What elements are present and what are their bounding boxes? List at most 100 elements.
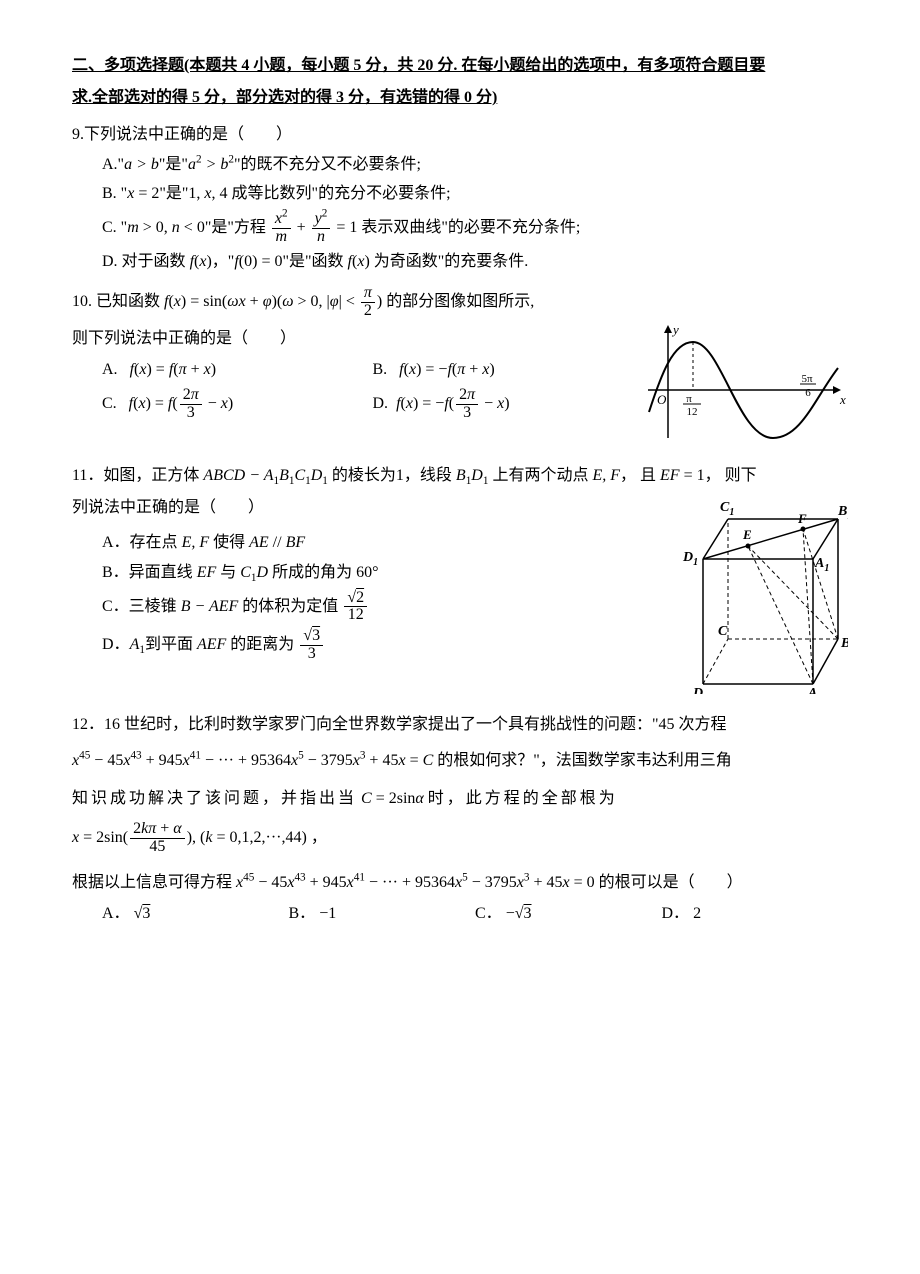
q10a-label: A. bbox=[102, 361, 118, 378]
q10-option-d: D. f(x) = −f(2π3 − x) bbox=[373, 387, 644, 422]
svg-text:5π: 5π bbox=[801, 373, 813, 385]
svg-text:O: O bbox=[657, 392, 667, 407]
svg-text:C: C bbox=[718, 624, 728, 639]
q12-eq2: x = 2sin(2kπ + α45), (k = 0,1,2,···,44) … bbox=[72, 821, 848, 856]
q12-option-a: A． √3 bbox=[102, 901, 289, 927]
q9d-mid3: 为奇函数"的充要条件. bbox=[374, 253, 529, 270]
q11-mid2: ，线段 bbox=[404, 467, 452, 484]
q10c-label: C. bbox=[102, 395, 117, 412]
q11-line2: 列说法中正确的是（ ） bbox=[72, 495, 638, 521]
q9-option-c: C. "m > 0, n < 0"是"方程 x2m + y2n = 1 表示双曲… bbox=[102, 211, 848, 246]
q9-stem: 9.下列说法中正确的是（ ） bbox=[72, 122, 848, 148]
q11-option-a: A．存在点 E, F 使得 AE // BF bbox=[102, 530, 638, 556]
q11d-post: 的距离为 bbox=[230, 636, 294, 653]
q11-stem: 11．如图，正方体 ABCD − A1B1C1D1 的棱长为1，线段 B1D1 … bbox=[72, 463, 848, 489]
q12-stem5: 根据以上信息可得方程 x45 − 45x43 + 945x41 − ··· + … bbox=[72, 870, 848, 896]
q9d-pre: D. 对于函数 bbox=[102, 253, 186, 270]
q9a-pre: A." bbox=[102, 156, 124, 173]
q12-options: A． √3 B． −1 C． −√3 D． 2 bbox=[102, 901, 848, 927]
q10-stem: 10. 已知函数 f(x) = sin(ωx + φ)(ω > 0, |φ| <… bbox=[72, 285, 848, 320]
q12-stem2-post: 的根如何求？"，法国数学家韦达利用三角 bbox=[437, 752, 732, 769]
svg-text:F: F bbox=[797, 511, 807, 526]
q12-option-d: D． 2 bbox=[662, 901, 849, 927]
svg-text:C1: C1 bbox=[720, 500, 734, 518]
q12-stem5-post: 的根可以是（ ） bbox=[599, 874, 743, 891]
q11-mid1: 的棱长为 bbox=[332, 467, 396, 484]
q12a-label: A． bbox=[102, 905, 130, 922]
q9d-mid1: ，" bbox=[212, 253, 235, 270]
q12d-label: D． bbox=[662, 905, 690, 922]
q11d-mid: 到平面 bbox=[145, 636, 193, 653]
svg-text:D: D bbox=[692, 686, 703, 694]
q11-mid3: 上有两个动点 bbox=[492, 467, 588, 484]
q12-stem3-post: 时，此方程的全部根为 bbox=[428, 790, 618, 807]
q9c-mid2: 表示双曲线"的必要不充分条件; bbox=[361, 219, 580, 236]
svg-text:E: E bbox=[742, 527, 752, 542]
svg-text:x: x bbox=[839, 392, 846, 407]
q10d-label: D. bbox=[373, 395, 389, 412]
q11-pre: 11．如图，正方体 bbox=[72, 467, 199, 484]
q11-option-c: C．三棱锥 B − AEF 的体积为定值 √212 bbox=[102, 590, 638, 625]
q12-option-c: C． −√3 bbox=[475, 901, 662, 927]
svg-text:D1: D1 bbox=[682, 550, 698, 568]
q10-stem-pre: 10. 已知函数 bbox=[72, 293, 160, 310]
svg-text:12: 12 bbox=[687, 406, 698, 418]
q9a-mid: "是" bbox=[159, 156, 188, 173]
q10b-label: B. bbox=[373, 361, 388, 378]
q11b-mid: 与 bbox=[220, 564, 236, 581]
q12-stem5-pre: 根据以上信息可得方程 bbox=[72, 874, 232, 891]
svg-text:6: 6 bbox=[805, 387, 811, 399]
q9b-pre: B. " bbox=[102, 185, 127, 202]
q9-option-d: D. 对于函数 f(x)，"f(0) = 0"是"函数 f(x) 为奇函数"的充… bbox=[102, 249, 848, 275]
q11b-pre: B．异面直线 bbox=[102, 564, 193, 581]
q9-option-a: A."a > b"是"a2 > b2"的既不充分又不必要条件; bbox=[102, 152, 848, 178]
question-12: 12．16 世纪时，比利时数学家罗门向全世界数学家提出了一个具有挑战性的问题："… bbox=[72, 712, 848, 927]
q10-line2: 则下列说法中正确的是（ ） bbox=[72, 326, 643, 352]
q11-post: ， 则下 bbox=[705, 467, 757, 484]
q11a-pre: A．存在点 bbox=[102, 534, 178, 551]
q11-option-d: D．A1到平面 AEF 的距离为 √33 bbox=[102, 628, 638, 663]
q12-stem3: 知识成功解决了该问题，并指出当 C = 2sinα 时，此方程的全部根为 bbox=[72, 786, 848, 812]
q12-stem3-pre: 知识成功解决了该问题，并指出当 bbox=[72, 790, 357, 807]
q10-option-c: C. f(x) = f(2π3 − x) bbox=[102, 387, 373, 422]
q12b-label: B． bbox=[289, 905, 316, 922]
q11c-mid: 的体积为定值 bbox=[242, 598, 338, 615]
q9a-post: "的既不充分又不必要条件; bbox=[234, 156, 421, 173]
q10-figure: O x y π 12 5π 6 bbox=[643, 320, 848, 454]
q12c-val: 3 bbox=[524, 905, 532, 922]
question-10: 10. 已知函数 f(x) = sin(ωx + φ)(ω > 0, |φ| <… bbox=[72, 285, 848, 453]
q12a-val: 3 bbox=[142, 905, 150, 922]
q11-option-b: B．异面直线 EF 与 C1D 所成的角为 60° bbox=[102, 560, 638, 586]
question-9: 9.下列说法中正确的是（ ） A."a > b"是"a2 > b2"的既不充分又… bbox=[72, 122, 848, 275]
q11-figure: A B C D A1 B1 C1 D1 E F bbox=[648, 489, 848, 703]
q10-row-ab: A. f(x) = f(π + x) B. f(x) = −f(π + x) bbox=[102, 357, 643, 383]
q9-option-b: B. "x = 2"是"1, x, 4 成等比数列"的充分不必要条件; bbox=[102, 181, 848, 207]
q12d-val: 2 bbox=[693, 905, 701, 922]
q10-option-b: B. f(x) = −f(π + x) bbox=[373, 357, 644, 383]
q12-option-b: B． −1 bbox=[289, 901, 476, 927]
q11-mid4: ， 且 bbox=[620, 467, 656, 484]
q9b-mid: "是" bbox=[159, 185, 188, 202]
svg-text:A: A bbox=[807, 686, 817, 694]
q9b-mid2: 成等比数列"的充分不必要条件; bbox=[232, 185, 451, 202]
q12-stem1: 12．16 世纪时，比利时数学家罗门向全世界数学家提出了一个具有挑战性的问题："… bbox=[72, 712, 848, 738]
section-line1: 二、多项选择题(本题共 4 小题，每小题 5 分，共 20 分. 在每小题给出的… bbox=[72, 57, 765, 74]
q11d-pre: D． bbox=[102, 636, 130, 653]
svg-text:B: B bbox=[840, 636, 848, 651]
q9c-pre: C. " bbox=[102, 219, 127, 236]
question-11: 11．如图，正方体 ABCD − A1B1C1D1 的棱长为1，线段 B1D1 … bbox=[72, 463, 848, 702]
q9d-mid2: "是"函数 bbox=[282, 253, 343, 270]
svg-text:π: π bbox=[686, 393, 692, 405]
q12b-val: −1 bbox=[319, 905, 336, 922]
section-heading: 二、多项选择题(本题共 4 小题，每小题 5 分，共 20 分. 在每小题给出的… bbox=[72, 50, 848, 114]
q10-option-a: A. f(x) = f(π + x) bbox=[102, 357, 373, 383]
q11b-post: 所成的角为 bbox=[272, 564, 352, 581]
svg-text:y: y bbox=[671, 322, 679, 337]
q10-row-cd: C. f(x) = f(2π3 − x) D. f(x) = −f(2π3 − … bbox=[102, 387, 643, 422]
q11a-mid: 使得 bbox=[213, 534, 245, 551]
q12-eq1: x45 − 45x43 + 945x41 − ··· + 95364x5 − 3… bbox=[72, 748, 848, 774]
q9c-mid1: "是"方程 bbox=[205, 219, 266, 236]
q11c-pre: C．三棱锥 bbox=[102, 598, 177, 615]
q10-stem-post: 的部分图像如图所示, bbox=[386, 293, 534, 310]
section-line2: 求.全部选对的得 5 分，部分选对的得 3 分，有选错的得 0 分) bbox=[72, 89, 497, 106]
